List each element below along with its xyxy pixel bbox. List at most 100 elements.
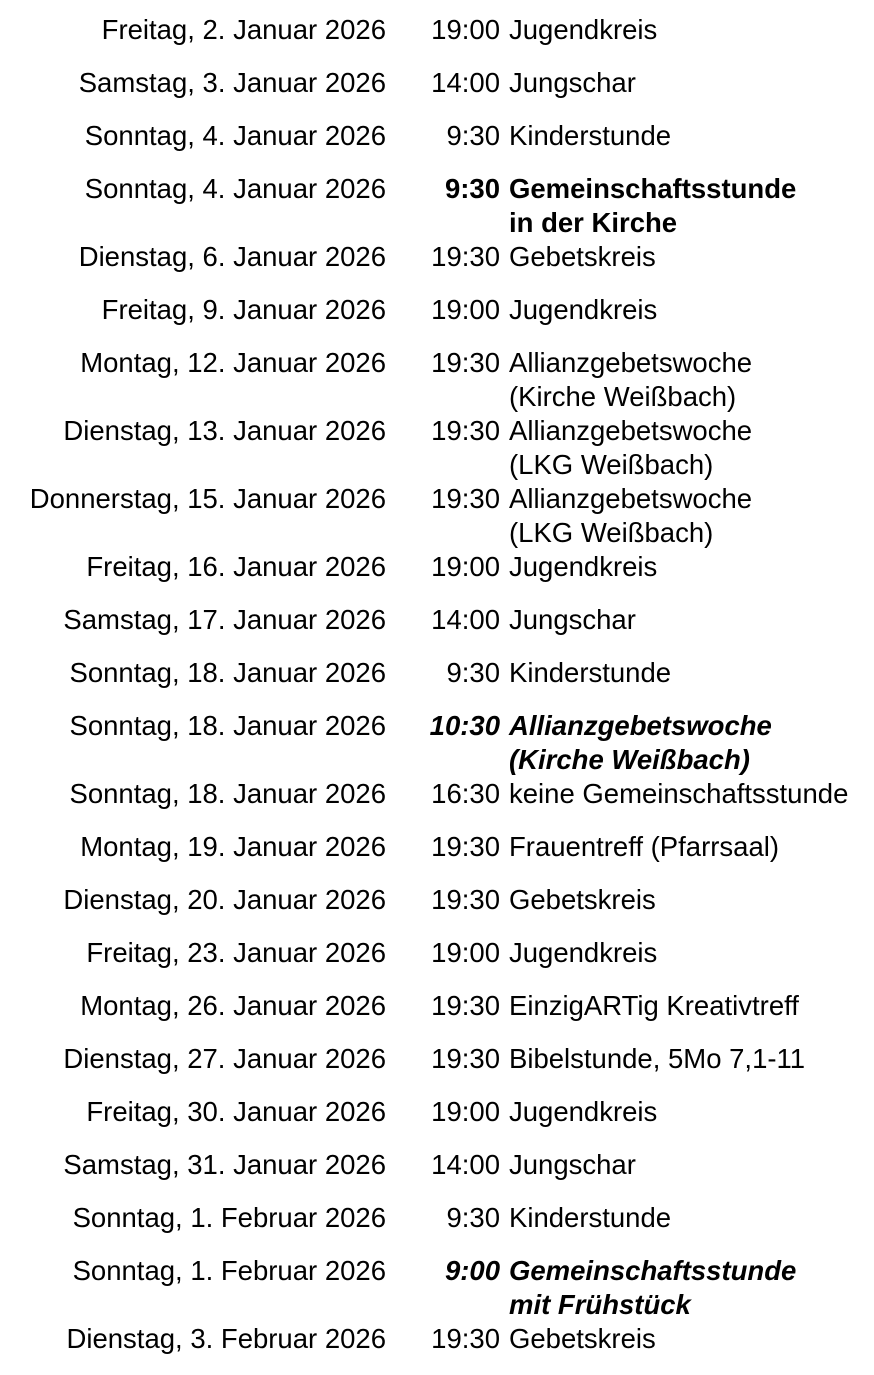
event-title: Jugendkreis [509, 293, 657, 327]
event-row: Sonntag, 18. Januar 2026 9:30 Kinderstunde [0, 656, 874, 709]
event-date: Sonntag, 1. Februar 2026 [72, 1255, 386, 1286]
event-title-line: (LKG Weißbach) [509, 517, 714, 548]
event-row: Sonntag, 1. Februar 2026 9:30 Kinderstunde [0, 1201, 874, 1254]
event-time: 9:30 [446, 1202, 500, 1233]
event-date: Dienstag, 3. Februar 2026 [66, 1323, 387, 1354]
event-row: Sonntag, 18. Januar 2026 10:30 Allianzgebe… [0, 709, 874, 777]
event-title: Allianzgebetswoche (LKG Weißbach) [509, 482, 752, 550]
event-date: Sonntag, 18. Januar 2026 [69, 657, 386, 688]
event-time: 9:30 [446, 657, 500, 688]
event-title-line: Jungschar [509, 1149, 636, 1180]
event-title-line: Gebetskreis [509, 1323, 656, 1354]
event-title-line: Jugendkreis [509, 937, 658, 968]
event-title: Jugendkreis [509, 13, 657, 47]
event-time: 19:00 [431, 937, 500, 968]
event-row: Dienstag, 20. Januar 2026 19:30 Gebetskrei… [0, 883, 874, 936]
event-title-line: Gemeinschaftsstunde [509, 1255, 797, 1286]
event-date: Samstag, 31. Januar 2026 [63, 1149, 386, 1180]
event-title-line: EinzigARTig Kreativtreff [509, 990, 799, 1021]
event-title: Bibelstunde, 5Mo 7,1-11 [509, 1042, 805, 1076]
event-row: Dienstag, 3. Februar 2026 19:30 Gebetskrei… [0, 1322, 874, 1375]
event-title-line: keine Gemeinschaftsstunde [509, 778, 849, 809]
event-title-line: (Kirche Weißbach) [509, 744, 750, 775]
event-title-line: mit Frühstück [509, 1289, 691, 1320]
event-date: Freitag, 9. Januar 2026 [101, 294, 386, 325]
event-row: Freitag, 16. Januar 2026 19:00 Jugendkreis [0, 550, 874, 603]
event-row: Freitag, 23. Januar 2026 19:00 Jugendkreis [0, 936, 874, 989]
event-title: Allianzgebetswoche (Kirche Weißbach) [509, 346, 752, 414]
event-row: Dienstag, 13. Januar 2026 19:30 Allianzgeb… [0, 414, 874, 482]
event-row: Dienstag, 27. Januar 2026 19:30 Bibelstund… [0, 1042, 874, 1095]
event-row: Samstag, 3. Januar 2026 14:00 Jungschar [0, 66, 874, 119]
event-time: 9:30 [444, 173, 500, 204]
event-row: Montag, 12. Januar 2026 19:30 Allianzgebet… [0, 346, 874, 414]
event-time: 19:30 [431, 1323, 500, 1354]
event-row: Dienstag, 6. Januar 2026 19:30 Gebetskreis [0, 240, 874, 293]
event-row: Sonntag, 4. Januar 2026 9:30 Gemeinschafts… [0, 172, 874, 240]
event-title-line: Jugendkreis [509, 14, 658, 45]
event-time: 10:30 [429, 710, 500, 741]
event-title: keine Gemeinschaftsstunde [509, 777, 848, 811]
event-row: Sonntag, 1. Februar 2026 9:00 Gemeinschaft… [0, 1254, 874, 1322]
event-title-line: Jungschar [509, 67, 636, 98]
event-time: 19:30 [431, 415, 500, 446]
event-title-line: Frauentreff (Pfarrsaal) [509, 831, 780, 862]
event-time: 19:00 [431, 551, 500, 582]
event-title: Jungschar [509, 603, 636, 637]
event-title-line: Jugendkreis [509, 551, 658, 582]
event-date: Montag, 12. Januar 2026 [80, 347, 386, 378]
event-title: Allianzgebetswoche (LKG Weißbach) [509, 414, 752, 482]
event-time: 16:30 [431, 778, 500, 809]
event-time: 14:00 [431, 1149, 500, 1180]
event-date: Sonntag, 18. Januar 2026 [69, 778, 386, 809]
event-date: Freitag, 16. Januar 2026 [86, 551, 386, 582]
event-title: Gebetskreis [509, 883, 656, 917]
event-row: Freitag, 9. Januar 2026 19:00 Jugendkreis [0, 293, 874, 346]
event-title-line: (LKG Weißbach) [509, 449, 714, 480]
event-row: Sonntag, 4. Januar 2026 9:30 Kinderstunde [0, 119, 874, 172]
event-title-line: Gebetskreis [509, 241, 656, 272]
event-title: Kinderstunde [509, 119, 671, 153]
event-time: 19:30 [431, 347, 500, 378]
event-time: 14:00 [431, 67, 500, 98]
event-title: Kinderstunde [509, 656, 671, 690]
event-time: 19:00 [431, 294, 500, 325]
event-title-line: Bibelstunde, 5Mo 7,1-11 [509, 1043, 806, 1074]
event-date: Freitag, 30. Januar 2026 [86, 1096, 386, 1127]
event-row: Montag, 26. Januar 2026 19:30 EinzigARTig … [0, 989, 874, 1042]
event-title-line: Allianzgebetswoche [509, 347, 753, 378]
event-title: Jungschar [509, 1148, 636, 1182]
event-title-line: Jungschar [509, 604, 636, 635]
event-time: 19:00 [431, 1096, 500, 1127]
event-title-line: Kinderstunde [509, 1202, 672, 1233]
event-title-line: Kinderstunde [509, 120, 672, 151]
event-row: Sonntag, 18. Januar 2026 16:30 keine Gemei… [0, 777, 874, 830]
event-date: Samstag, 17. Januar 2026 [63, 604, 386, 635]
event-title: Jungschar [509, 66, 636, 100]
event-date: Dienstag, 20. Januar 2026 [63, 884, 386, 915]
event-title: Allianzgebetswoche (Kirche Weißbach) [509, 709, 772, 777]
event-title: Frauentreff (Pfarrsaal) [509, 830, 779, 864]
event-date: Dienstag, 13. Januar 2026 [63, 415, 386, 446]
event-date: Montag, 19. Januar 2026 [80, 831, 386, 862]
event-date: Dienstag, 27. Januar 2026 [63, 1043, 386, 1074]
event-date: Donnerstag, 15. Januar 2026 [29, 483, 386, 514]
event-time: 14:00 [431, 604, 500, 635]
event-row: Samstag, 31. Januar 2026 14:00 Jungschar [0, 1148, 874, 1201]
event-date: Montag, 26. Januar 2026 [80, 990, 386, 1021]
event-title: Jugendkreis [509, 936, 657, 970]
event-title: Jugendkreis [509, 1095, 657, 1129]
event-title: Gebetskreis [509, 1322, 656, 1356]
event-title-line: Allianzgebetswoche [509, 710, 772, 741]
event-row: Samstag, 17. Januar 2026 14:00 Jungschar [0, 603, 874, 656]
event-time: 19:30 [431, 1043, 500, 1074]
event-title-line: Jugendkreis [509, 294, 658, 325]
event-title: Gebetskreis [509, 240, 656, 274]
event-row: Donnerstag, 15. Januar 2026 19:30 Allianzg… [0, 482, 874, 550]
event-date: Sonntag, 4. Januar 2026 [84, 120, 386, 151]
event-title-line: Allianzgebetswoche [509, 415, 753, 446]
event-time: 19:30 [431, 831, 500, 862]
event-time: 9:30 [446, 120, 500, 151]
event-date: Samstag, 3. Januar 2026 [78, 67, 386, 98]
event-title-line: Gebetskreis [509, 884, 656, 915]
